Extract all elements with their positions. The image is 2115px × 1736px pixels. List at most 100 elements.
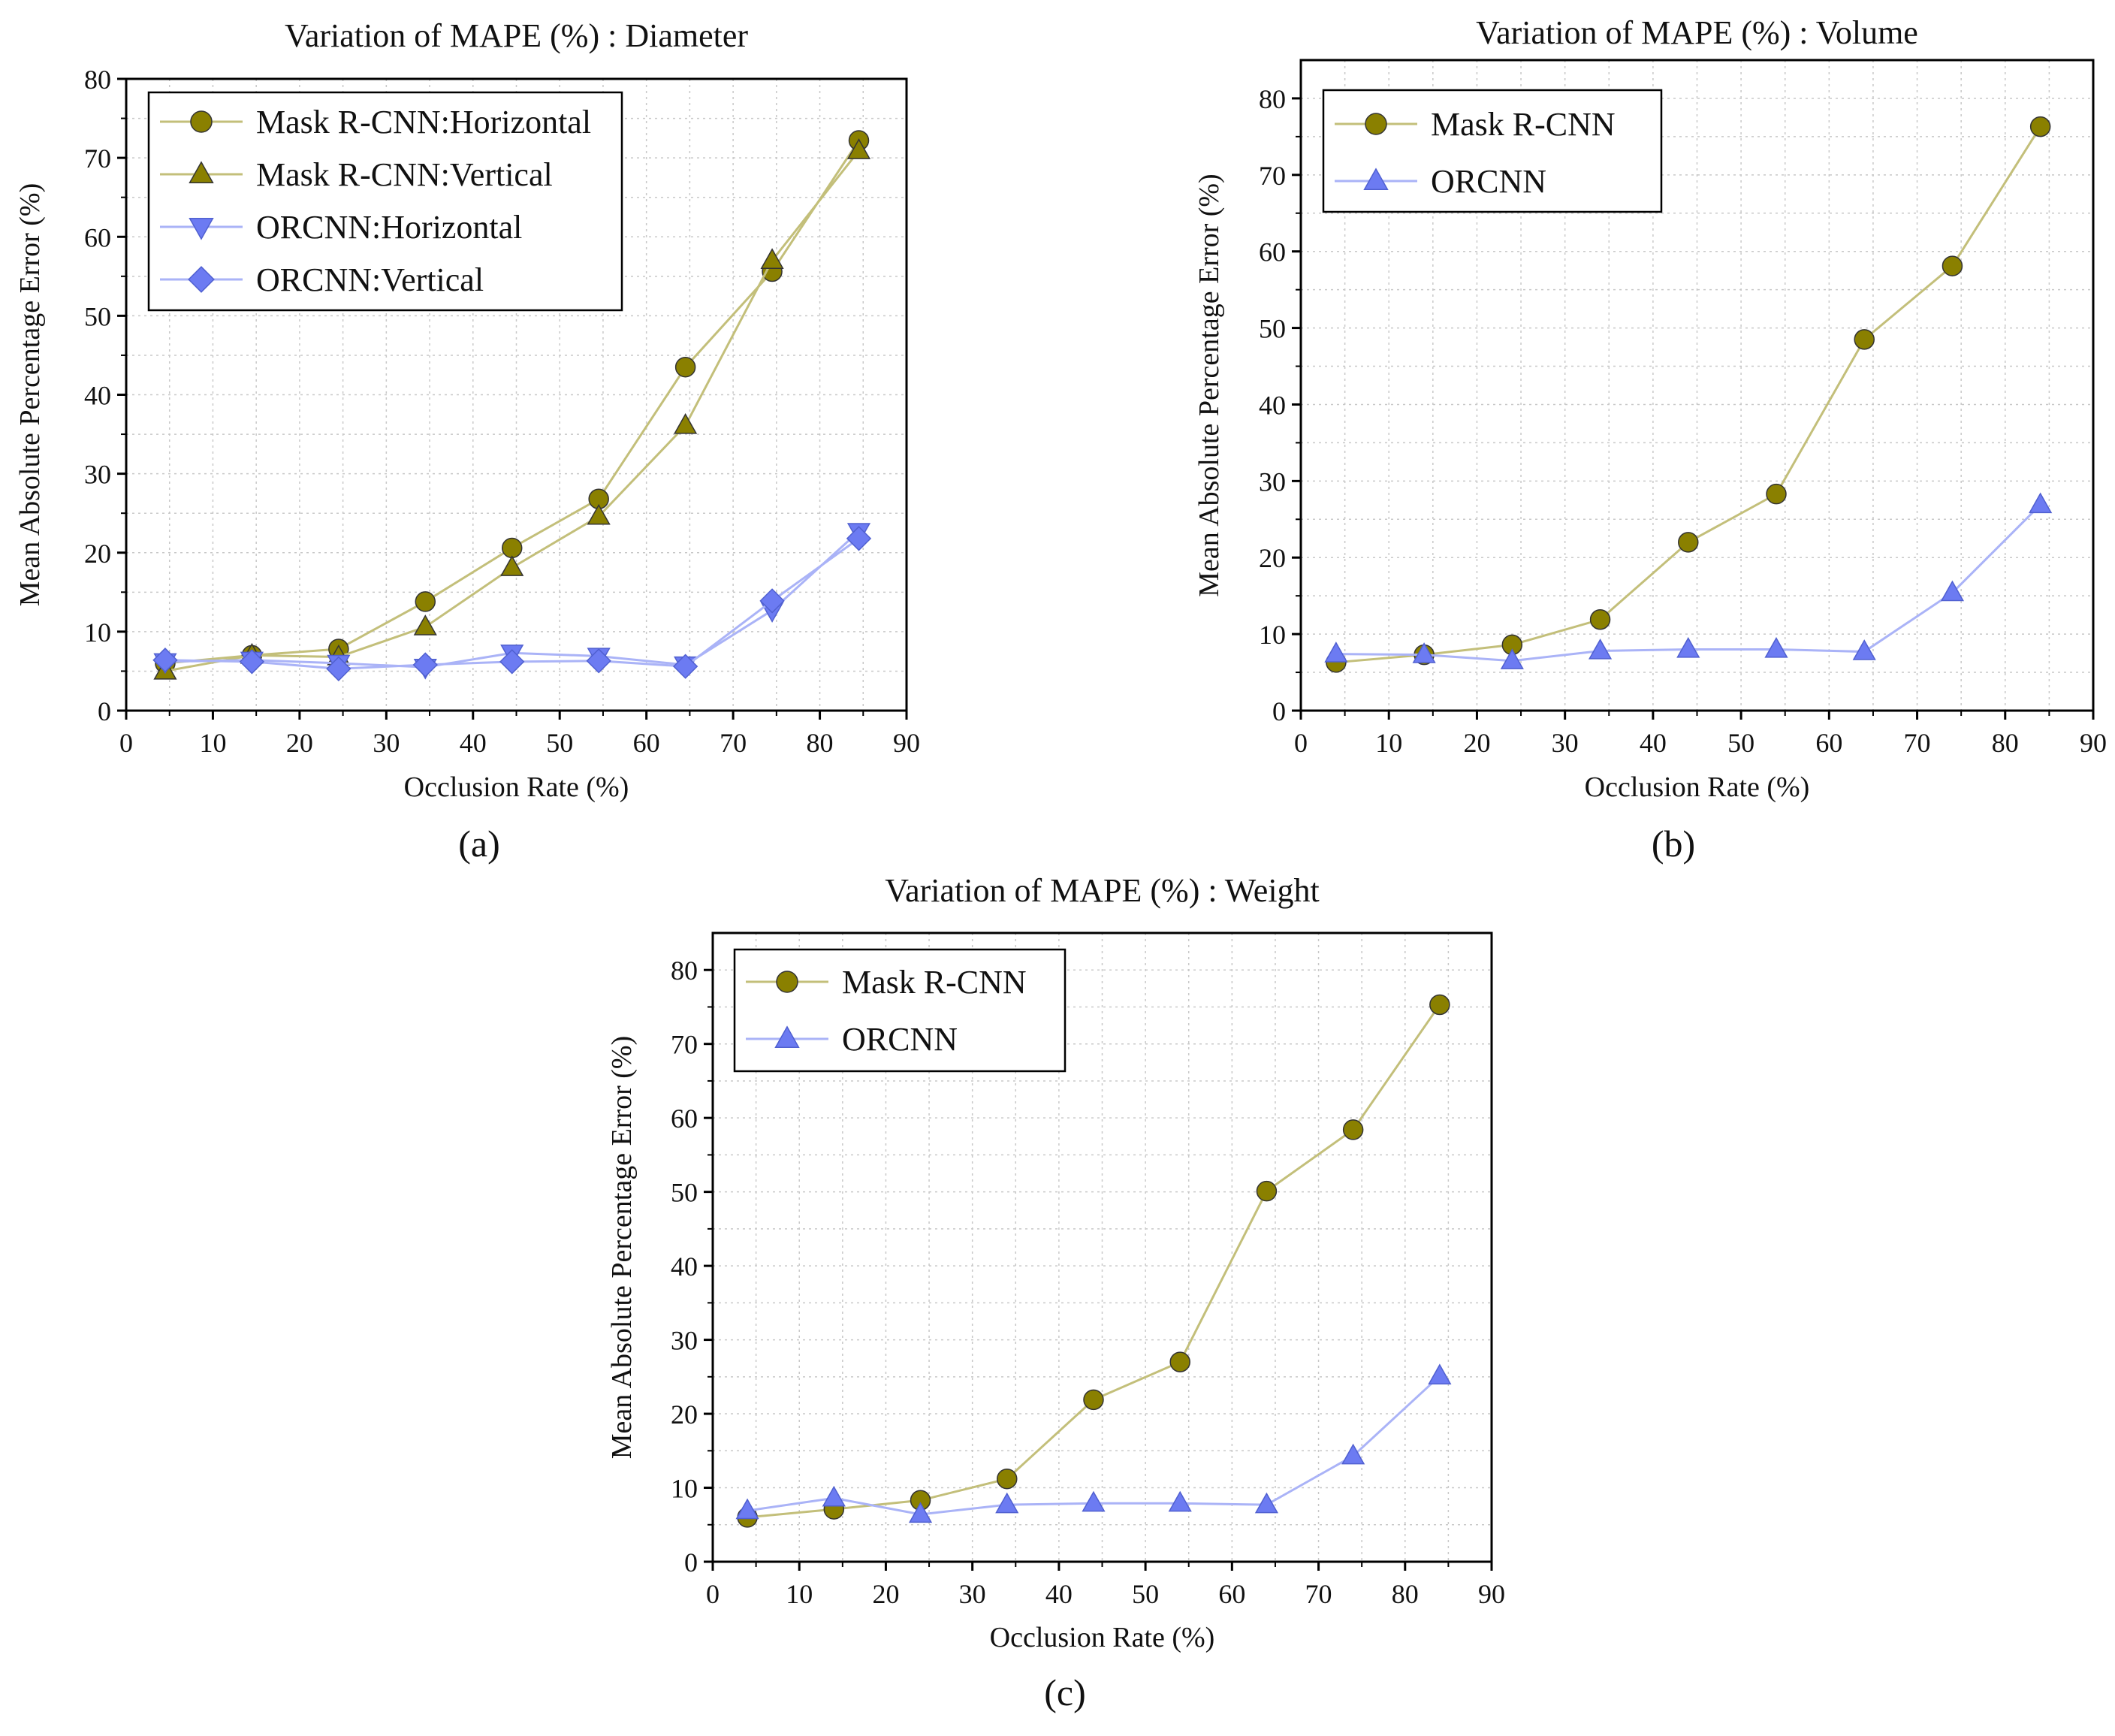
data-point bbox=[1852, 639, 1876, 660]
legend-entry: Mask R-CNN bbox=[842, 964, 1027, 1001]
legend-marker bbox=[774, 1025, 800, 1048]
data-point bbox=[846, 526, 872, 551]
x-axis-label: Occlusion Rate (%) bbox=[404, 771, 629, 803]
y-tick-label: 30 bbox=[1259, 466, 1286, 497]
data-point bbox=[1500, 648, 1524, 669]
data-point bbox=[735, 1498, 759, 1520]
chart-1: Variation of MAPE (%) : Diameter 0 10 20 30 4… bbox=[14, 17, 920, 865]
data-point bbox=[1942, 255, 1963, 276]
data-point bbox=[846, 138, 871, 159]
x-tick-label: 90 bbox=[1478, 1579, 1505, 1609]
data-point bbox=[1256, 1180, 1278, 1202]
series-2 bbox=[1324, 492, 2053, 669]
legend-entry: Mask R-CNN bbox=[1431, 106, 1616, 143]
x-tick-label: 20 bbox=[1463, 728, 1490, 758]
y-tick-label: 0 bbox=[98, 696, 111, 726]
x-tick-label: 40 bbox=[1045, 1579, 1073, 1609]
y-tick-label: 20 bbox=[671, 1399, 698, 1430]
data-point bbox=[152, 648, 178, 673]
x-tick-label: 0 bbox=[119, 728, 133, 758]
y-tick-label: 70 bbox=[671, 1030, 698, 1060]
legend-marker bbox=[189, 218, 214, 240]
data-point bbox=[413, 614, 437, 636]
x-tick-label: 50 bbox=[1727, 728, 1754, 758]
y-tick-label: 60 bbox=[1259, 237, 1286, 267]
y-axis-label: Mean Absolute Percentage Error (%) bbox=[1193, 174, 1225, 596]
series-2 bbox=[735, 1363, 1452, 1523]
panel-label: (b) bbox=[1652, 823, 1695, 865]
y-tick-label: 20 bbox=[84, 539, 111, 569]
data-point bbox=[415, 591, 436, 612]
data-point bbox=[995, 1492, 1019, 1514]
x-tick-label: 30 bbox=[373, 728, 400, 758]
chart-3: Variation of MAPE (%) : Weight 0 10 20 30 40 5… bbox=[606, 872, 1505, 1713]
y-tick-label: 10 bbox=[1259, 620, 1286, 650]
legend-entry: ORCNN bbox=[1431, 163, 1546, 200]
legend-entry: ORCNN bbox=[842, 1021, 958, 1058]
legend-box bbox=[1322, 89, 1663, 213]
legend-marker bbox=[776, 971, 798, 993]
legend-marker bbox=[190, 110, 213, 133]
x-tick-label: 60 bbox=[1218, 1579, 1245, 1609]
x-tick-label: 30 bbox=[1552, 728, 1579, 758]
y-tick-label: 40 bbox=[84, 381, 111, 411]
data-point bbox=[674, 356, 696, 378]
y-tick-label: 30 bbox=[671, 1326, 698, 1356]
data-point bbox=[1764, 637, 1788, 658]
legend-entry: Mask R-CNN:Horizontal bbox=[256, 104, 591, 140]
legend-box bbox=[147, 91, 623, 312]
data-point bbox=[239, 649, 265, 675]
data-point bbox=[997, 1468, 1018, 1490]
y-tick-label: 0 bbox=[1272, 696, 1286, 726]
y-tick-label: 60 bbox=[84, 222, 111, 252]
grid bbox=[713, 933, 1492, 1562]
data-point bbox=[1254, 1492, 1279, 1514]
x-tick-label: 50 bbox=[1132, 1579, 1159, 1609]
x-tick-label: 10 bbox=[1375, 728, 1402, 758]
data-point bbox=[672, 654, 698, 679]
data-point bbox=[674, 413, 698, 434]
x-tick-label: 50 bbox=[546, 728, 573, 758]
data-point bbox=[500, 555, 524, 576]
x-tick-label: 90 bbox=[893, 728, 920, 758]
data-point bbox=[1940, 580, 1965, 602]
x-tick-label: 70 bbox=[1305, 1579, 1332, 1609]
x-tick-label: 20 bbox=[872, 1579, 899, 1609]
data-point bbox=[412, 652, 438, 678]
y-tick-label: 70 bbox=[1259, 161, 1286, 191]
series-line bbox=[747, 1004, 1441, 1519]
y-tick-label: 40 bbox=[671, 1251, 698, 1282]
legend-marker bbox=[189, 161, 214, 183]
data-point bbox=[587, 503, 611, 525]
x-axis-label: Occlusion Rate (%) bbox=[990, 1622, 1215, 1653]
x-tick-label: 80 bbox=[1392, 1579, 1419, 1609]
data-point bbox=[1083, 1389, 1104, 1411]
x-tick-label: 60 bbox=[1815, 728, 1842, 758]
data-point bbox=[1342, 1119, 1364, 1140]
y-tick-label: 70 bbox=[84, 143, 111, 174]
x-tick-label: 80 bbox=[807, 728, 834, 758]
data-point bbox=[1341, 1443, 1365, 1465]
data-point bbox=[586, 648, 611, 674]
data-point bbox=[326, 656, 351, 681]
y-tick-label: 50 bbox=[671, 1178, 698, 1208]
data-point bbox=[501, 537, 523, 559]
x-tick-label: 10 bbox=[786, 1579, 813, 1609]
chart-2: Variation of MAPE (%) : Volume 0 10 20 30 40 5… bbox=[1193, 14, 2107, 865]
data-point bbox=[1168, 1490, 1192, 1512]
y-tick-label: 40 bbox=[1259, 390, 1286, 420]
data-point bbox=[1169, 1351, 1190, 1372]
x-tick-label: 70 bbox=[1904, 728, 1931, 758]
data-point bbox=[1854, 329, 1875, 350]
y-axis-label: Mean Absolute Percentage Error (%) bbox=[14, 183, 46, 606]
data-point bbox=[1428, 1363, 1452, 1384]
y-tick-label: 30 bbox=[84, 460, 111, 490]
x-tick-label: 0 bbox=[1294, 728, 1308, 758]
y-tick-label: 50 bbox=[84, 301, 111, 331]
data-point bbox=[822, 1485, 846, 1507]
legend-entry: ORCNN:Vertical bbox=[256, 261, 484, 298]
legend: Mask R-CNN:Horizontal Mask R-CNN:Vertical… bbox=[147, 91, 623, 312]
legend-entry: Mask R-CNN:Vertical bbox=[256, 156, 553, 193]
data-point bbox=[1589, 609, 1611, 630]
